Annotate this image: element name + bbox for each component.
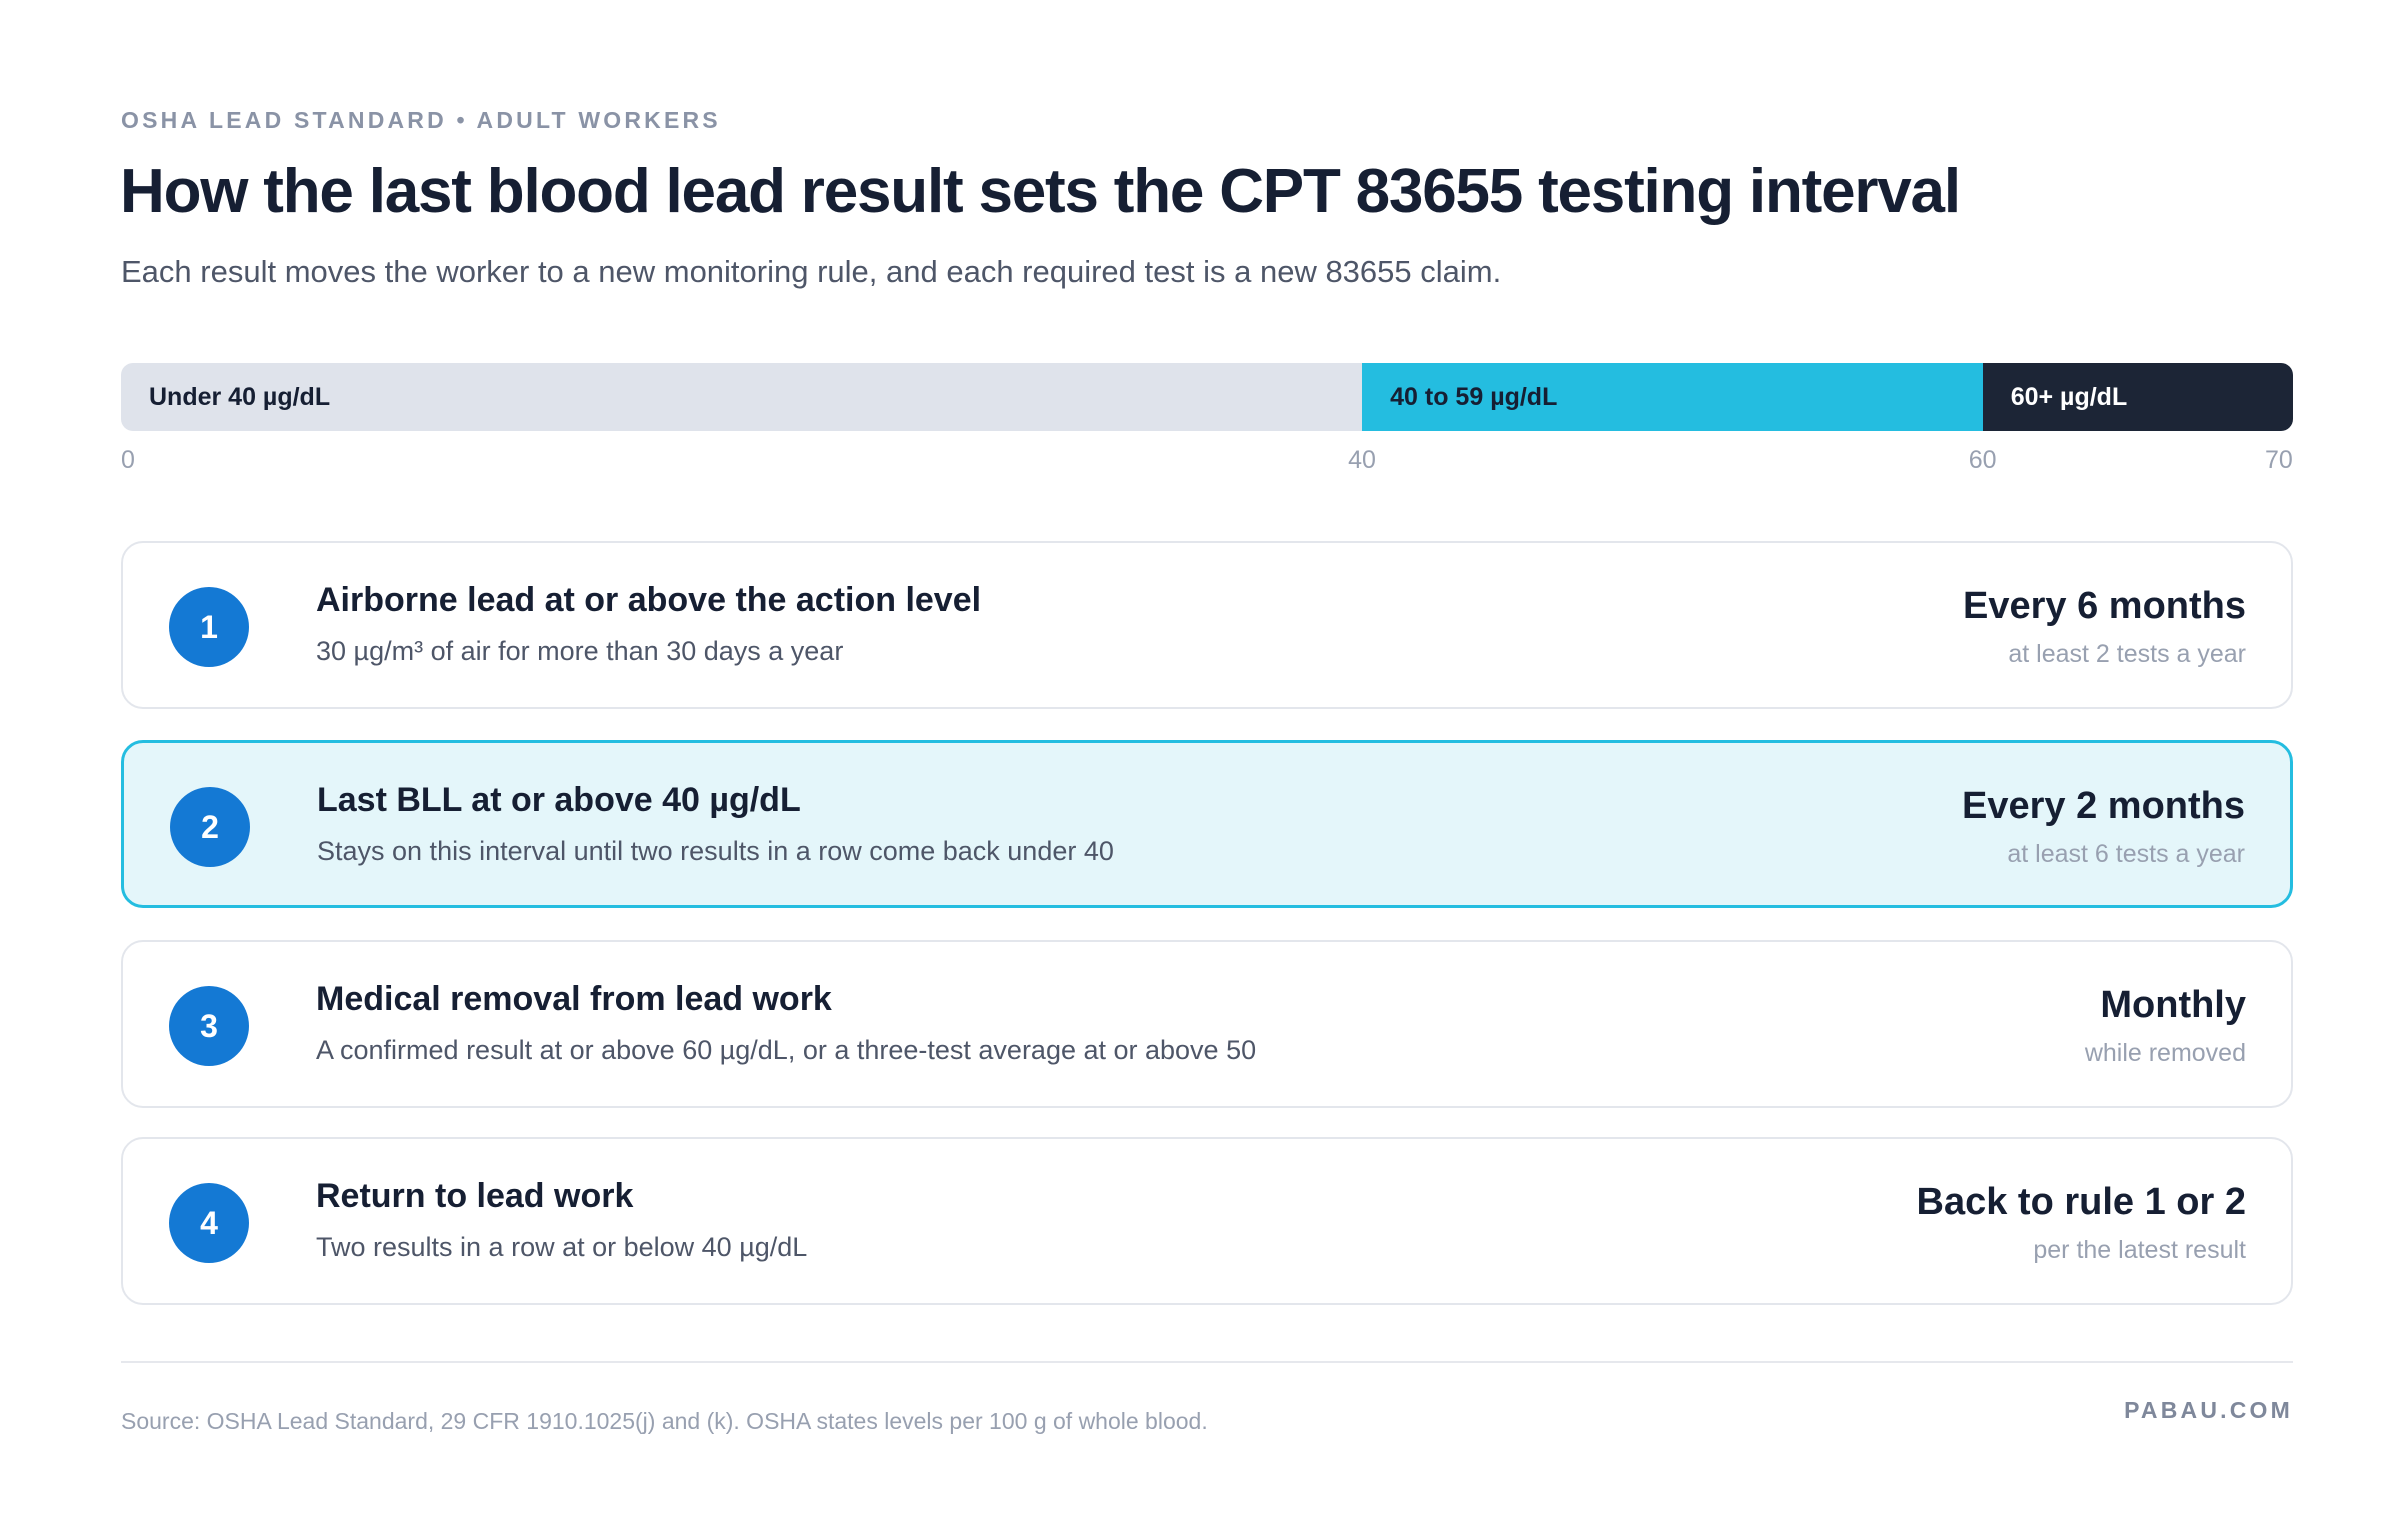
rule-title: Airborne lead at or above the action lev… [316, 581, 982, 619]
range-tick-label: 60 [1968, 446, 1997, 474]
range-tick-label: 40 [1348, 446, 1376, 474]
rule-card: 3 Medical removal from lead work A confirm… [121, 940, 2293, 1108]
rule-card: 1 Airborne lead at or above the action le… [121, 541, 2293, 709]
rule-description: A confirmed result at or above 60 µg/dL,… [316, 1035, 1257, 1065]
page-subtitle: Each result moves the worker to a new mo… [121, 254, 1502, 289]
range-band-label: Under 40 µg/dL [149, 382, 331, 411]
range-band: 60+ µg/dL [1982, 363, 2293, 431]
range-band: 40 to 59 µg/dL [1362, 363, 1983, 431]
range-scale-ticks: 0 40 60 70 [121, 446, 2293, 478]
rule-interval: Back to rule 1 or 2 [1916, 1181, 2246, 1223]
brand-mark: PABAU.COM [2124, 1397, 2293, 1423]
eyebrow-label: OSHA LEAD STANDARD • ADULT WORKERS [121, 107, 721, 133]
rule-interval: Every 6 months [1963, 585, 2246, 627]
rule-description: Stays on this interval until two results… [317, 836, 1114, 866]
range-tick-label: 0 [121, 446, 135, 474]
range-band-label: 40 to 59 µg/dL [1390, 382, 1558, 411]
page-title: How the last blood lead result sets the … [120, 157, 1961, 226]
rule-frequency: at least 2 tests a year [2008, 640, 2246, 668]
footer-divider [121, 1361, 2293, 1363]
rule-number-badge: 1 [169, 587, 249, 667]
rule-title: Return to lead work [316, 1177, 634, 1215]
rule-title: Medical removal from lead work [316, 980, 832, 1018]
rule-description: 30 µg/m³ of air for more than 30 days a … [316, 636, 844, 666]
range-band-label: 60+ µg/dL [2010, 382, 2128, 411]
rule-number-badge: 4 [169, 1183, 249, 1263]
rule-card: 4 Return to lead work Two results in a row… [121, 1137, 2293, 1305]
rule-card: 2 Last BLL at or above 40 µg/dL Stays on t… [121, 740, 2293, 908]
rule-frequency: at least 6 tests a year [2007, 840, 2245, 868]
rule-frequency: per the latest result [2033, 1236, 2246, 1264]
blood-lead-range-bar: Under 40 µg/dL 40 to 59 µg/dL 60+ µg/dL [121, 363, 2293, 431]
range-tick-label: 70 [2265, 446, 2293, 474]
rule-interval: Every 2 months [1962, 785, 2245, 827]
rule-description: Two results in a row at or below 40 µg/d… [316, 1232, 808, 1262]
rule-interval: Monthly [2100, 984, 2246, 1026]
source-note: Source: OSHA Lead Standard, 29 CFR 1910.… [121, 1408, 1208, 1434]
rule-number-badge: 3 [169, 986, 249, 1066]
rule-number-badge: 2 [170, 787, 250, 867]
range-band: Under 40 µg/dL [121, 363, 1363, 431]
rule-title: Last BLL at or above 40 µg/dL [317, 781, 801, 819]
rule-frequency: while removed [2084, 1039, 2246, 1067]
